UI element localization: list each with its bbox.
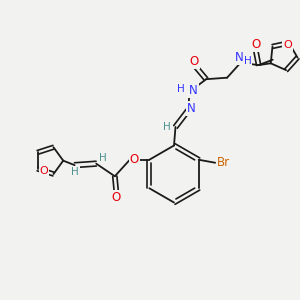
Text: H: H	[71, 167, 79, 177]
Text: H: H	[244, 56, 252, 66]
Text: O: O	[251, 38, 260, 51]
Text: H: H	[163, 122, 171, 132]
Text: N: N	[235, 51, 244, 64]
Text: H: H	[177, 84, 184, 94]
Text: O: O	[112, 191, 121, 204]
Text: Br: Br	[217, 156, 230, 169]
Text: O: O	[130, 153, 139, 166]
Text: N: N	[187, 102, 196, 116]
Text: O: O	[40, 167, 49, 176]
Text: O: O	[283, 40, 292, 50]
Text: N: N	[189, 84, 198, 97]
Text: O: O	[190, 55, 199, 68]
Text: H: H	[99, 153, 107, 163]
